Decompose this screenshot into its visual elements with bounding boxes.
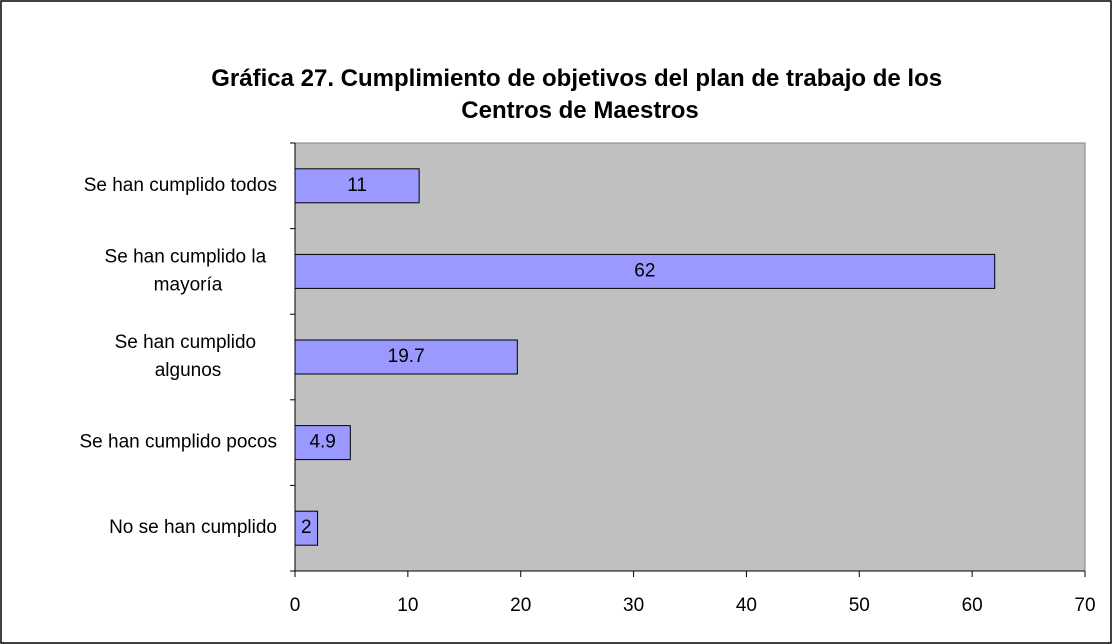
data-label: 19.7 (388, 346, 425, 367)
bar (294, 253, 996, 289)
x-tick-label: 40 (736, 595, 757, 616)
bar (294, 425, 351, 461)
y-tick-label: Se han cumplido algunos (115, 332, 262, 381)
x-tick-label: 60 (962, 595, 983, 616)
data-label: 4.9 (309, 432, 335, 453)
x-tick-label: 70 (1074, 595, 1095, 616)
bar (294, 168, 420, 204)
y-tick-label: Se han cumplido pocos (79, 432, 277, 453)
x-tick-label: 30 (623, 595, 644, 616)
y-tick-label: Se han cumplido todos (84, 175, 277, 196)
x-tick-label: 50 (849, 595, 870, 616)
data-label: 11 (347, 175, 367, 196)
x-tick-label: 10 (397, 595, 418, 616)
data-label: 2 (301, 517, 312, 538)
y-tick-label: Se han cumplido la mayoría (105, 246, 272, 295)
x-tick-label: 20 (510, 595, 531, 616)
y-tick-label: No se han cumplido (109, 517, 277, 538)
bar (294, 510, 319, 546)
chart-title: Gráfica 27. Cumplimiento de objetivos de… (211, 65, 949, 124)
x-tick-label: 0 (290, 595, 301, 616)
data-label: 62 (634, 260, 655, 281)
bar (294, 339, 518, 375)
